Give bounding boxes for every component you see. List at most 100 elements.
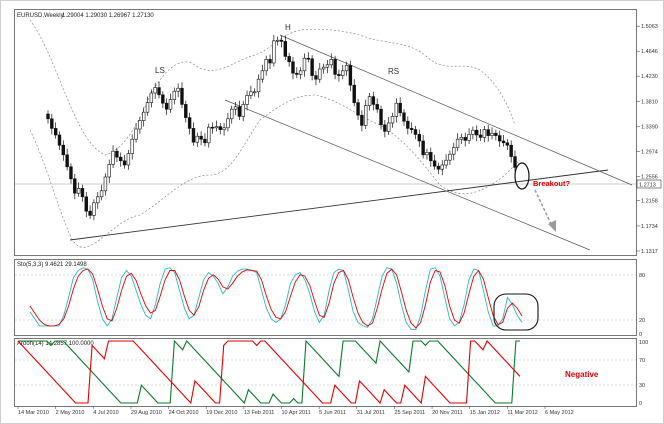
date-tick-label: 5 Jun 2011 [319,410,346,416]
candle-body [341,70,345,76]
aroon-tick-0: 0 [639,401,642,407]
candle-body [203,138,207,144]
candle-body [283,41,288,57]
candlesticks [46,34,517,221]
candle-body [191,128,196,143]
candle-body [348,65,353,86]
candle-body [92,202,96,216]
candle-body [264,59,268,72]
candle-body [501,140,506,144]
candle-body [195,135,199,143]
date-tick-label: 24 Oct 2010 [169,410,199,416]
candle-body [73,178,77,194]
last-price-label: 1.2713 [639,183,656,189]
breakout-circle [514,162,530,190]
candle-body [218,126,222,130]
candle-body [279,39,284,42]
candle-body [306,57,310,60]
candle-body [386,122,391,132]
stochastic-line [29,268,523,329]
candle-body [298,70,303,75]
candle-body [310,58,314,76]
candle-body [432,160,437,167]
price-tick-label: 1.3390 [641,125,658,131]
candle-body [199,135,203,140]
candle-body [253,91,257,94]
candle-body [417,134,422,142]
sto-tick-0: 0 [639,332,642,338]
candle-body [318,68,322,80]
candle-body [184,104,188,118]
price-y-axis: 1.5063 1.4646 1.4230 1.3810 1.3390 1.2974 1.25… [636,24,658,255]
aroon-green-line [18,339,520,405]
last-price-box [636,179,662,189]
candle-body [344,65,349,72]
candle-body [272,40,276,64]
price-tick-label: 1.3810 [641,99,658,105]
candle-body [494,132,498,136]
candle-body [291,61,295,74]
candle-body [287,56,291,63]
candle-body [69,166,73,180]
candle-body [119,156,123,162]
date-tick-label: 13 Feb 2011 [244,410,274,416]
candle-body [111,150,115,165]
price-panel: EURUSD,Weekly 1.29004 1.29030 1.26967 1.… [14,9,662,256]
candle-body [390,116,395,124]
candle-body [80,188,85,198]
candle-body [429,152,433,162]
candle-body [444,159,448,166]
date-tick-label: 4 Jul 2010 [93,410,118,416]
lower-band [29,94,521,248]
candle-body [329,59,333,66]
candle-body [275,39,280,42]
candle-body [421,140,425,156]
candle-body [321,66,326,70]
candle-body [490,132,494,136]
date-tick-label: 14 Mar 2010 [18,410,49,416]
projection-arrow [534,189,553,227]
projection-arrowhead [548,220,556,232]
candle-body [497,135,502,142]
candle-body [210,126,215,129]
candle-body [84,196,88,212]
candle-body [360,114,364,126]
candle-body [455,138,460,148]
candle-body [356,102,360,116]
price-tick-label: 1.2974 [641,150,658,156]
stochastic-highlight-box [493,293,539,331]
candle-body [222,127,226,130]
candle-body [471,129,475,135]
candle-body [237,106,242,117]
aroon-panel-frame [14,338,637,407]
candle-body [513,156,517,168]
date-axis: 14 Mar 2010 2 May 2010 4 Jul 2010 29 Aug 20… [17,406,574,416]
candle-body [230,108,234,120]
candle-body [375,104,379,110]
candle-body [333,59,337,75]
candle-body [180,87,184,105]
price-tick-label: 1.1317 [641,249,658,255]
candle-body [233,106,238,110]
candle-body [138,120,142,130]
candle-body [245,95,249,105]
aroon-panel: Aroon(14) 14.2857 100.0000 100 70 30 0 N… [14,338,648,407]
candle-body [482,129,487,138]
candle-body [379,108,383,126]
candle-body [207,126,211,144]
date-tick-label: 25 Sep 2011 [394,410,425,416]
candle-body [65,154,69,168]
candle-body [50,118,54,129]
lower-channel-line [224,99,591,251]
aroon-red-line [17,340,521,405]
candle-body [176,87,180,92]
label-head: H [285,23,291,32]
candle-body [440,164,444,170]
candle-body [76,188,81,194]
candle-body [364,105,368,126]
candle-body [172,90,177,100]
candle-body [141,111,146,121]
candle-body [413,129,418,135]
candle-body [394,102,399,117]
candle-body [149,92,154,103]
